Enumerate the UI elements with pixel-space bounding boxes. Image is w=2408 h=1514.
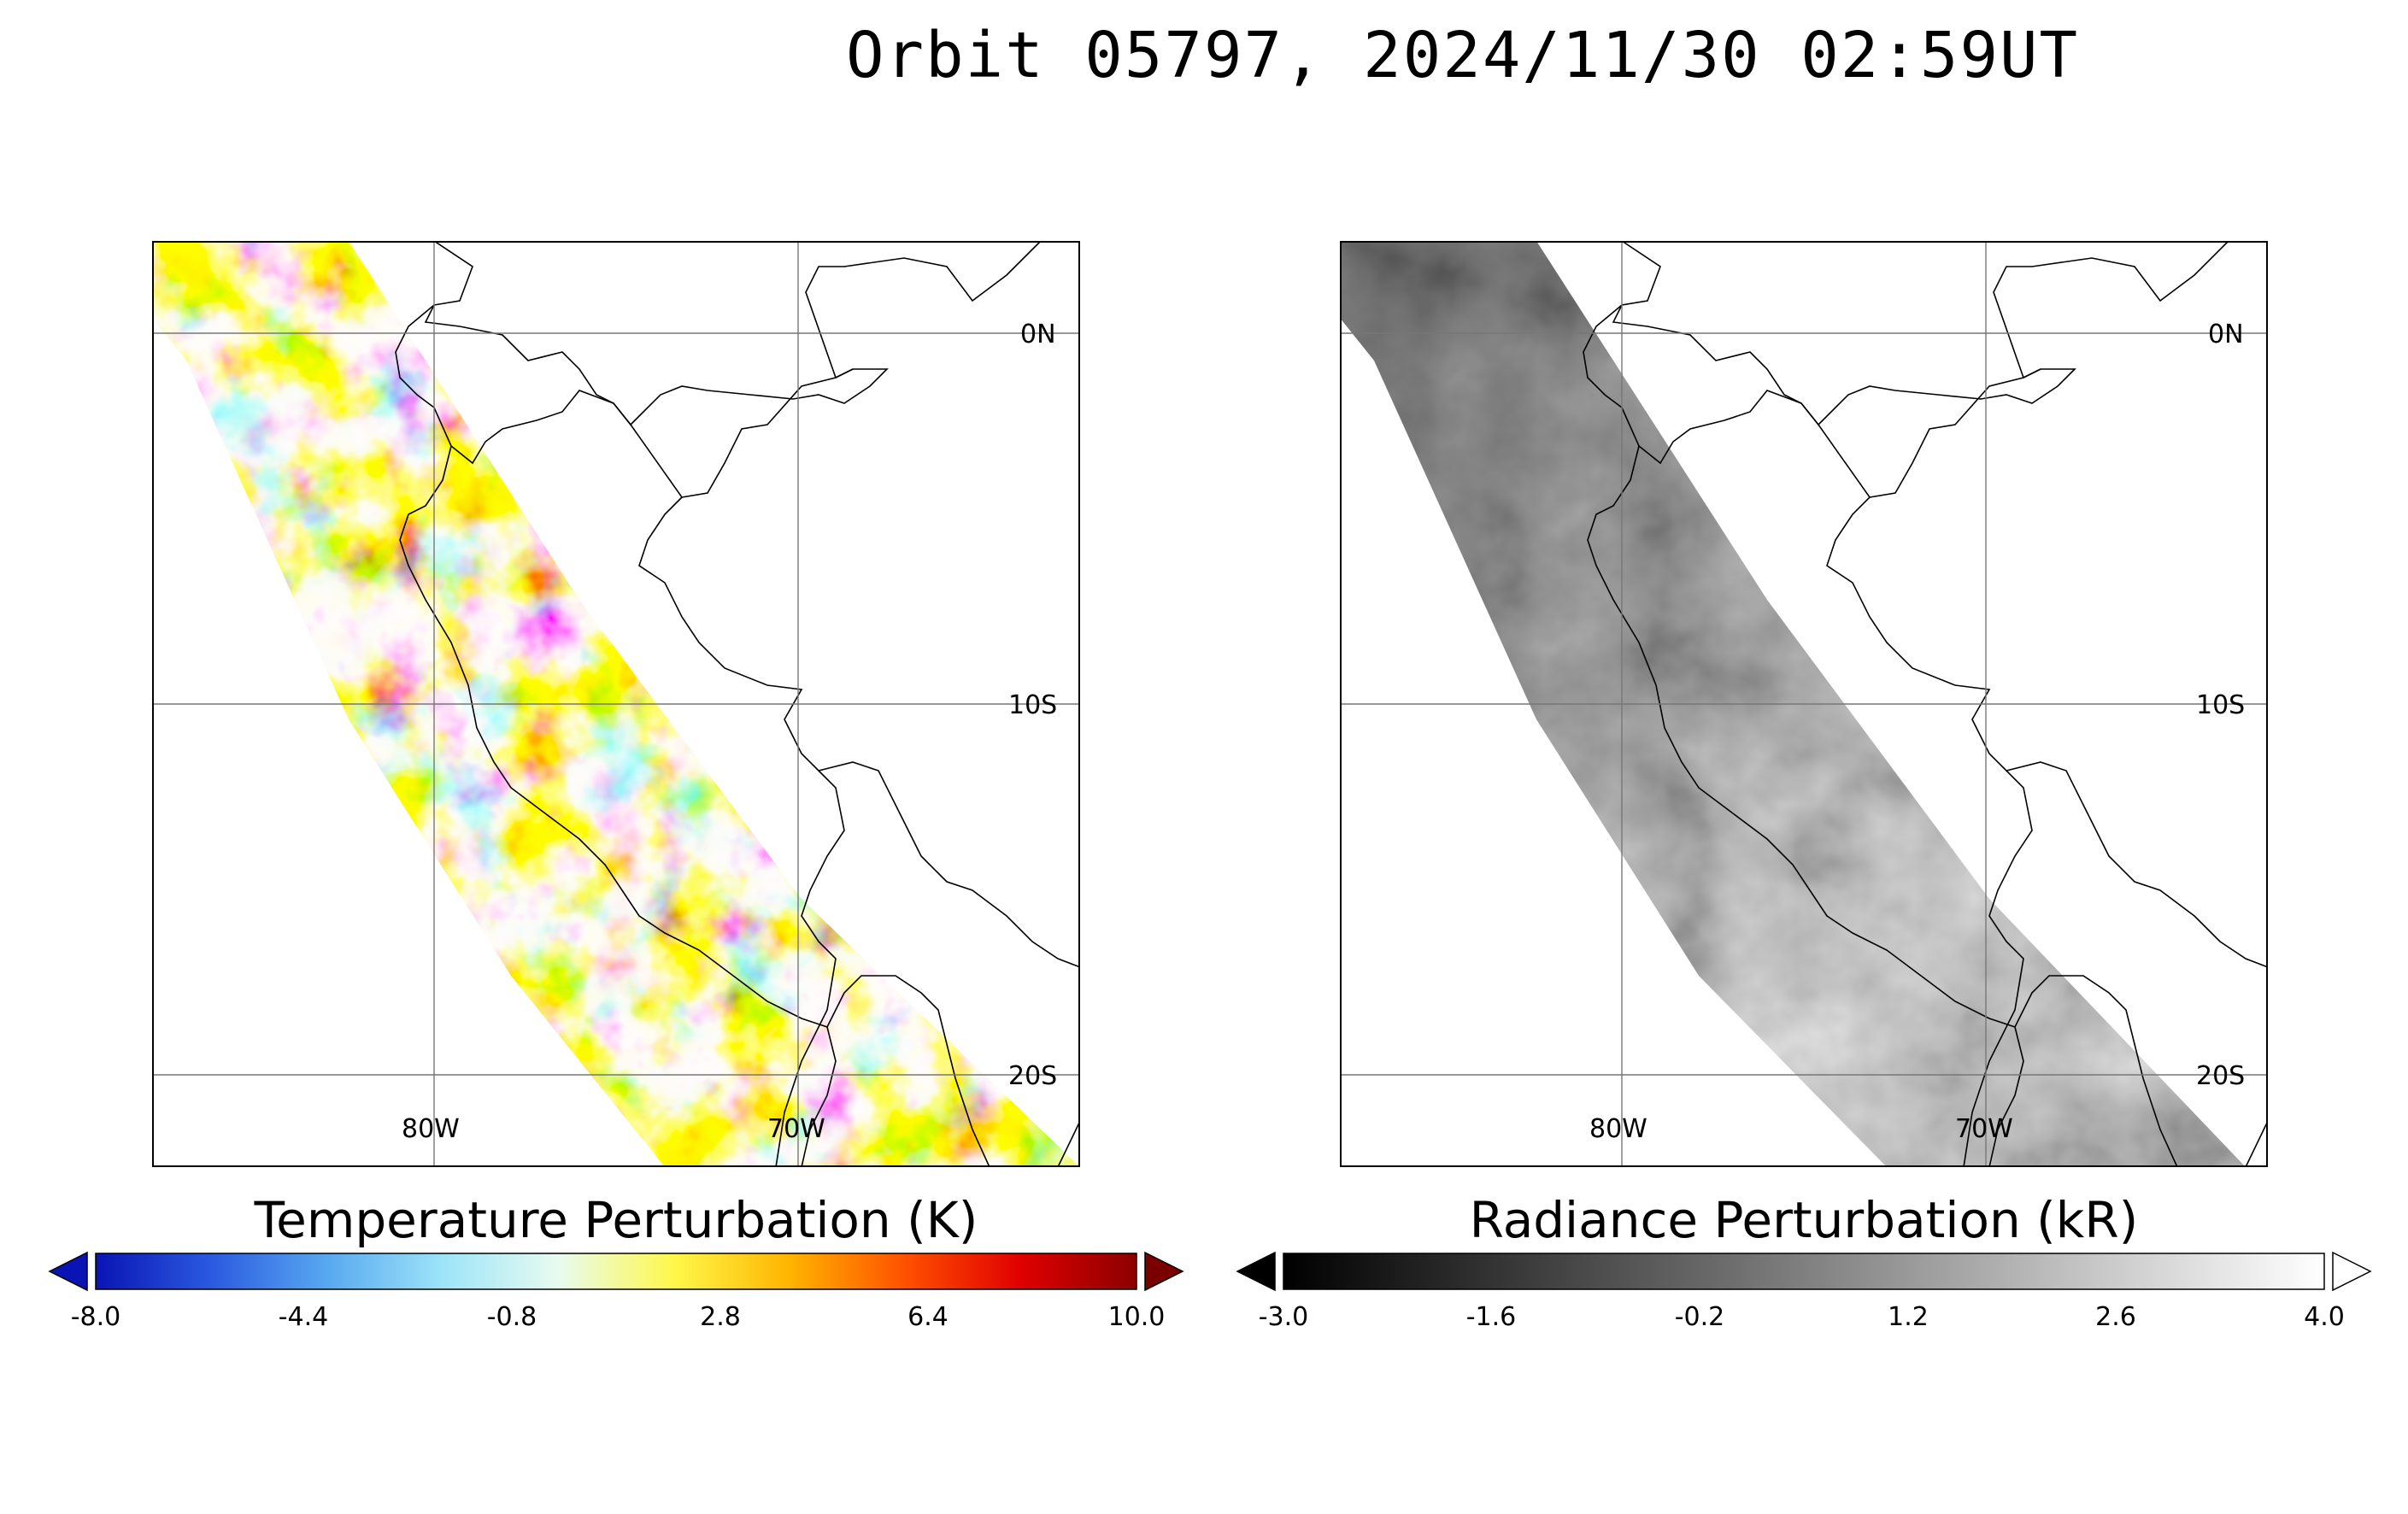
lat-label-20s: 20S xyxy=(1008,1061,1058,1091)
map-frame xyxy=(152,241,1080,1167)
radiance-colorbar-title: Radiance Perturbation (kR) xyxy=(1469,1191,2139,1249)
temperature-tick: -8.0 xyxy=(70,1302,121,1332)
radiance-tick: 1.2 xyxy=(1888,1302,1929,1332)
colorbar-extend-low xyxy=(1236,1251,1276,1292)
lon-label-70w: 70W xyxy=(767,1114,825,1144)
lon-label-70w: 70W xyxy=(1955,1114,2013,1144)
lat-label-0n: 0N xyxy=(1020,320,1056,349)
lon-label-80w: 80W xyxy=(1589,1114,1647,1144)
temperature-tick: 2.8 xyxy=(700,1302,741,1332)
radiance-tick: 2.6 xyxy=(2095,1302,2136,1332)
temperature-tick: -4.4 xyxy=(278,1302,329,1332)
radiance-tick: -3.0 xyxy=(1258,1302,1309,1332)
radiance-tick: -1.6 xyxy=(1465,1302,1517,1332)
temperature-map-panel: 0N 10S 20S 80W 70W xyxy=(152,241,1080,1167)
graticule xyxy=(1340,241,2268,1167)
temperature-colorbar-title: Temperature Perturbation (K) xyxy=(254,1191,978,1249)
temperature-map xyxy=(152,241,1080,1167)
country-borders xyxy=(1583,241,2268,1167)
temperature-tick: 10.0 xyxy=(1107,1302,1166,1332)
colorbar-extend-high xyxy=(2332,1251,2372,1292)
map-frame xyxy=(1340,241,2268,1167)
radiance-map-panel: 0N 10S 20S 80W 70W xyxy=(1340,241,2268,1167)
graticule xyxy=(152,241,1080,1167)
lat-label-10s: 10S xyxy=(2196,690,2246,720)
colorbar-extend-high xyxy=(1144,1251,1184,1292)
lat-label-20s: 20S xyxy=(2196,1061,2246,1091)
temperature-tick: 6.4 xyxy=(907,1302,949,1332)
lat-label-10s: 10S xyxy=(1008,690,1058,720)
colorbar-gradient xyxy=(1283,1253,2325,1290)
figure-title: Orbit 05797, 2024/11/30 02:59UT xyxy=(846,19,2080,92)
country-borders xyxy=(395,241,1080,1167)
radiance-map xyxy=(1340,241,2268,1167)
temperature-colorbar xyxy=(48,1251,1184,1292)
colorbar-extend-low xyxy=(48,1251,88,1292)
lat-label-0n: 0N xyxy=(2208,320,2244,349)
colorbar-gradient xyxy=(95,1253,1137,1290)
radiance-tick: 4.0 xyxy=(2304,1302,2345,1332)
radiance-tick: -0.2 xyxy=(1674,1302,1725,1332)
lon-label-80w: 80W xyxy=(402,1114,460,1144)
temperature-tick: -0.8 xyxy=(486,1302,537,1332)
radiance-colorbar xyxy=(1236,1251,2372,1292)
